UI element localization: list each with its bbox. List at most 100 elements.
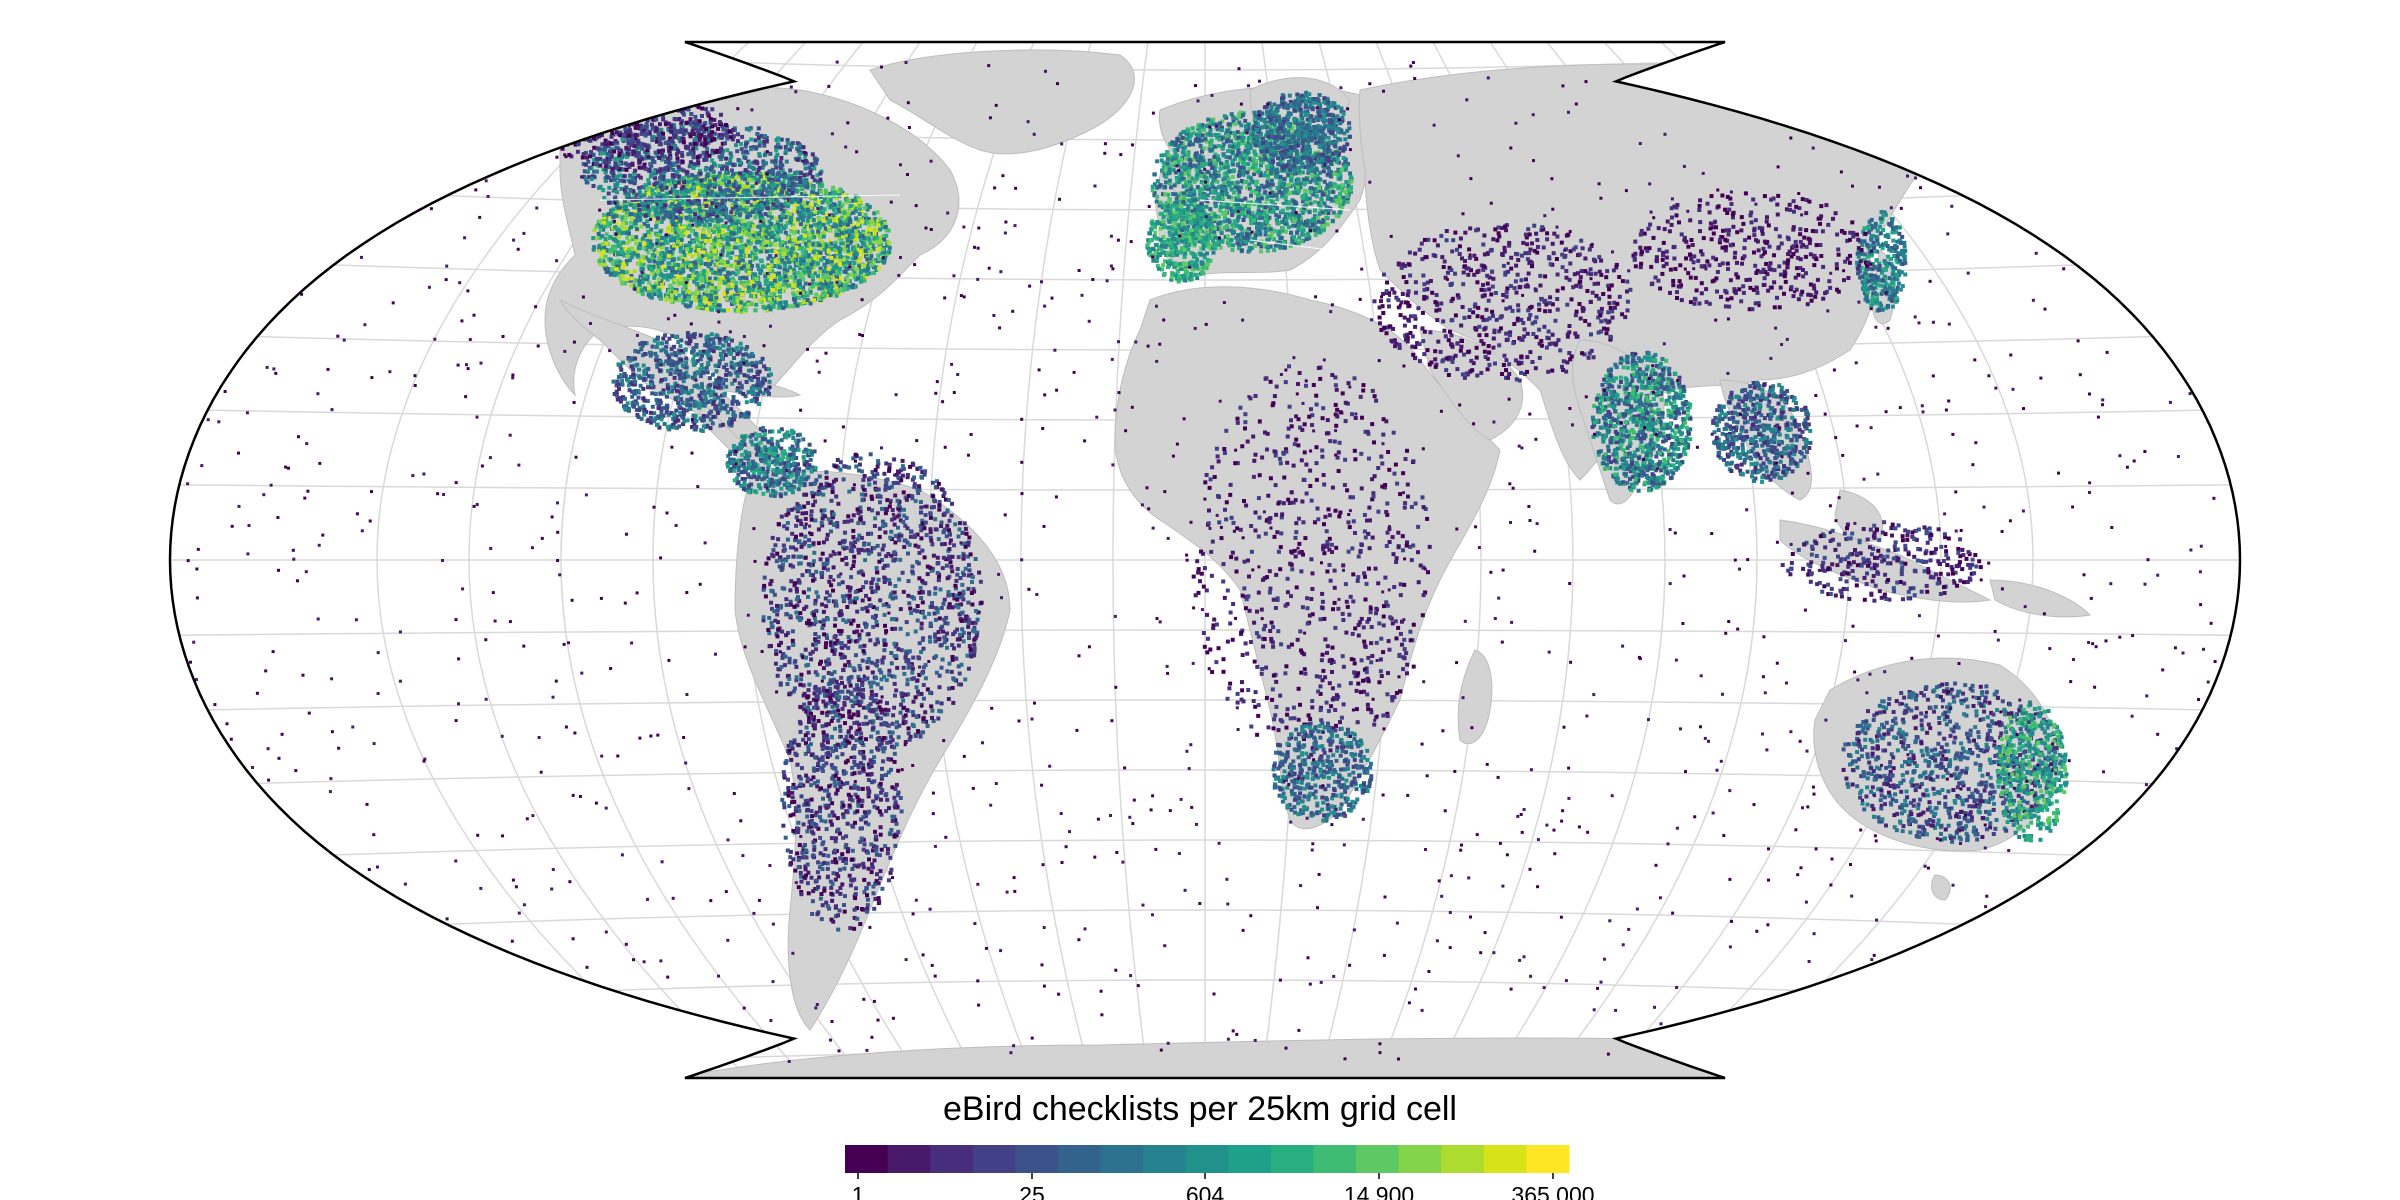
density-cell: [746, 221, 751, 226]
density-cell: [779, 218, 784, 223]
density-cell: [641, 90, 646, 95]
density-cell: [681, 300, 686, 305]
density-cell: [739, 253, 744, 257]
density-cell: [837, 259, 842, 264]
density-cell: [675, 159, 680, 164]
density-cell: [789, 229, 794, 233]
density-cell: [577, 116, 582, 121]
density-cell: [737, 288, 742, 293]
density-cell: [807, 231, 812, 236]
density-cell: [704, 157, 709, 162]
density-cell: [607, 107, 612, 112]
density-cell: [711, 349, 716, 354]
density-cell: [634, 286, 639, 291]
density-cell: [586, 169, 590, 174]
density-cell: [783, 224, 788, 229]
density-cell: [675, 219, 680, 224]
density-cell: [628, 98, 633, 103]
density-cell: [616, 205, 621, 210]
density-cell: [796, 206, 801, 211]
density-cell: [740, 292, 745, 297]
density-cell: [748, 171, 753, 176]
density-cell: [575, 110, 579, 114]
density-cell: [657, 130, 662, 135]
density-cell: [880, 225, 885, 230]
density-cell: [853, 256, 858, 260]
density-cell: [824, 274, 829, 279]
density-cell: [709, 252, 714, 257]
density-cell: [887, 250, 892, 255]
density-cell: [608, 117, 613, 122]
density-cell: [669, 129, 674, 134]
density-cell: [611, 214, 616, 219]
density-cell: [691, 209, 696, 213]
density-cell: [653, 150, 658, 155]
density-cell: [701, 230, 706, 234]
density-cell: [633, 132, 638, 137]
density-cell: [823, 269, 828, 274]
density-cell: [792, 253, 797, 258]
density-cell: [823, 265, 828, 270]
density-cell: [859, 271, 863, 276]
density-cell: [670, 296, 675, 301]
density-cell: [759, 233, 764, 237]
density-cell: [711, 169, 716, 174]
density-cell: [738, 171, 742, 176]
density-cell: [742, 302, 747, 306]
density-cell: [717, 171, 722, 176]
density-cell: [610, 261, 615, 266]
density-cell: [626, 227, 631, 232]
density-cell: [805, 291, 809, 295]
density-cell: [599, 151, 604, 156]
density-cell: [721, 204, 725, 209]
density-cell: [704, 365, 709, 370]
density-cell: [775, 199, 780, 204]
density-cell: [759, 133, 764, 138]
density-cell: [722, 308, 727, 313]
density-cell: [850, 235, 855, 239]
density-cell: [649, 227, 654, 232]
density-cell: [569, 137, 574, 142]
density-cell: [866, 228, 870, 232]
density-cell: [619, 112, 624, 117]
land-madagascar: [1457, 649, 1493, 745]
density-cell: [650, 391, 655, 396]
density-cell: [793, 229, 798, 234]
density-cell: [703, 262, 708, 266]
density-cell: [712, 137, 717, 142]
density-cell: [735, 295, 740, 300]
density-cell: [610, 166, 615, 171]
density-cell: [799, 234, 804, 239]
density-cell: [857, 256, 862, 261]
density-cell: [712, 242, 717, 247]
density-cell: [664, 210, 669, 215]
density-cell: [846, 272, 851, 277]
density-cell: [675, 233, 680, 238]
density-cell: [642, 246, 647, 251]
density-cell: [635, 125, 640, 130]
density-cell: [647, 259, 652, 264]
density-cell: [687, 223, 692, 228]
density-cell: [724, 213, 729, 218]
density-cell: [887, 245, 892, 250]
density-cell: [745, 199, 750, 204]
density-cell: [874, 228, 879, 233]
density-cell: [657, 255, 662, 260]
density-cell: [730, 270, 735, 275]
density-cell: [734, 347, 739, 352]
density-cell: [845, 229, 850, 234]
density-cell: [781, 223, 786, 228]
density-cell: [746, 232, 751, 237]
density-cell: [701, 250, 706, 255]
density-cell: [660, 265, 665, 270]
density-cell: [690, 151, 695, 156]
density-cell: [859, 238, 863, 243]
density-cell: [654, 199, 659, 204]
density-cell: [850, 285, 855, 290]
density-cell: [681, 184, 686, 189]
density-cell: [872, 211, 877, 216]
density-cell: [584, 104, 589, 109]
density-cell: [754, 171, 759, 176]
density-cell: [776, 178, 781, 183]
density-cell: [779, 245, 784, 250]
